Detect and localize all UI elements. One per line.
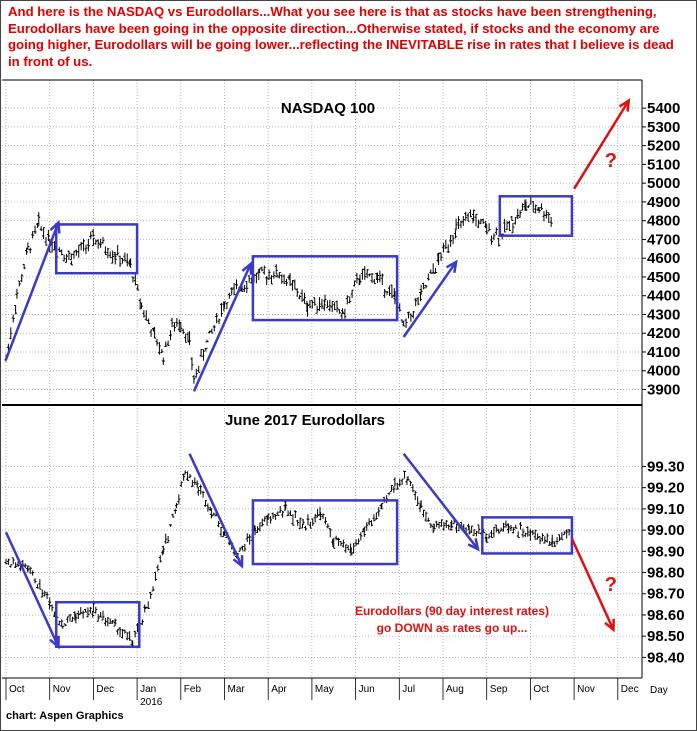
price-tick-label: 5300 xyxy=(647,119,680,136)
eurodollar-note-line-1: Eurodollars (90 day interest rates) xyxy=(355,604,549,618)
price-tick-label: 5000 xyxy=(647,175,680,192)
price-tick-label: 98.50 xyxy=(647,628,685,645)
year-label: 2016 xyxy=(140,697,163,708)
price-tick-label: 4300 xyxy=(647,306,680,323)
price-tick-label: 4700 xyxy=(647,231,680,248)
trend-arrow-head xyxy=(467,538,480,552)
time-tick-label: Mar xyxy=(228,684,246,695)
chart-credit: chart: Aspen Graphics xyxy=(6,710,124,722)
time-tick-label: Jan xyxy=(140,684,156,695)
trend-arrow xyxy=(402,261,458,338)
price-tick-label: 3900 xyxy=(647,381,680,398)
price-tick-label: 99.20 xyxy=(647,480,685,497)
price-tick-label: 4600 xyxy=(647,250,680,267)
price-tick-label: 4900 xyxy=(647,194,680,211)
trend-arrow-head xyxy=(445,259,458,274)
price-tick-label: 98.80 xyxy=(647,565,685,582)
annotation-box xyxy=(251,255,399,322)
eurodollar-note-line-2: go DOWN as rates go up... xyxy=(377,621,528,635)
x-axis-unit-label: Day xyxy=(650,685,668,696)
price-tick-label: 4000 xyxy=(647,363,680,380)
price-tick-label: 99.30 xyxy=(647,458,685,475)
headline-part-1: And here is the NASDAQ vs Eurodollars...… xyxy=(8,4,660,53)
time-tick-label: Apr xyxy=(271,684,287,695)
annotation-box xyxy=(55,600,141,649)
price-tick-label: 5400 xyxy=(647,100,680,117)
time-tick-label: Nov xyxy=(53,684,71,695)
time-tick-label: Aug xyxy=(446,684,464,695)
time-tick-label: Dec xyxy=(96,684,114,695)
price-tick-label: 4800 xyxy=(647,213,680,230)
annotation-box xyxy=(481,516,574,555)
question-mark: ? xyxy=(605,574,617,596)
annotation-box xyxy=(251,499,399,566)
trend-arrow xyxy=(4,222,60,360)
time-tick-label: Jul xyxy=(402,684,415,695)
projection-arrow-head xyxy=(618,98,631,112)
price-tick-label: 4100 xyxy=(647,344,680,361)
time-tick-label: Jun xyxy=(359,684,375,695)
time-tick-label: Nov xyxy=(577,684,595,695)
headline-part-2: rise in rates that I believe is dead in … xyxy=(8,37,674,69)
trend-arrow xyxy=(192,263,252,392)
trend-arrow xyxy=(188,453,244,567)
headline-text: And here is the NASDAQ vs Eurodollars...… xyxy=(8,4,688,70)
price-tick-label: 4200 xyxy=(647,325,680,342)
price-tick-label: 4400 xyxy=(647,288,680,305)
price-tick-label: 99.00 xyxy=(647,522,685,539)
price-tick-label: 98.90 xyxy=(647,543,685,560)
annotation-box xyxy=(55,223,139,275)
trend-arrow-head xyxy=(49,219,61,234)
price-tick-label: 5200 xyxy=(647,138,680,155)
trend-arrow xyxy=(402,452,479,550)
trend-arrow-head xyxy=(49,635,60,650)
price-tick-label: 5100 xyxy=(647,156,680,173)
time-tick-label: Feb xyxy=(184,684,202,695)
trend-arrow-head xyxy=(232,555,244,569)
time-tick-label: Oct xyxy=(533,684,549,695)
panel-title: June 2017 Eurodollars xyxy=(225,412,385,429)
time-tick-label: May xyxy=(315,684,334,695)
projection-arrow xyxy=(573,99,630,190)
price-tick-label: 99.10 xyxy=(647,501,685,518)
time-tick-label: Oct xyxy=(9,684,25,695)
headline-emphasis: INEVITABLE xyxy=(386,37,464,53)
price-tick-label: 98.60 xyxy=(647,607,685,624)
price-tick-label: 98.70 xyxy=(647,586,685,603)
panel-title: NASDAQ 100 xyxy=(281,100,375,117)
trend-arrow-head xyxy=(241,261,253,275)
time-tick-label: Sep xyxy=(490,684,508,695)
time-tick-label: Dec xyxy=(621,684,639,695)
price-tick-label: 98.40 xyxy=(647,649,685,666)
price-tick-label: 4500 xyxy=(647,269,680,286)
projection-arrow xyxy=(570,538,615,631)
annotation-box xyxy=(498,195,574,237)
projection-arrow-head xyxy=(604,618,615,633)
trend-arrow xyxy=(4,531,60,648)
question-mark: ? xyxy=(605,150,617,172)
